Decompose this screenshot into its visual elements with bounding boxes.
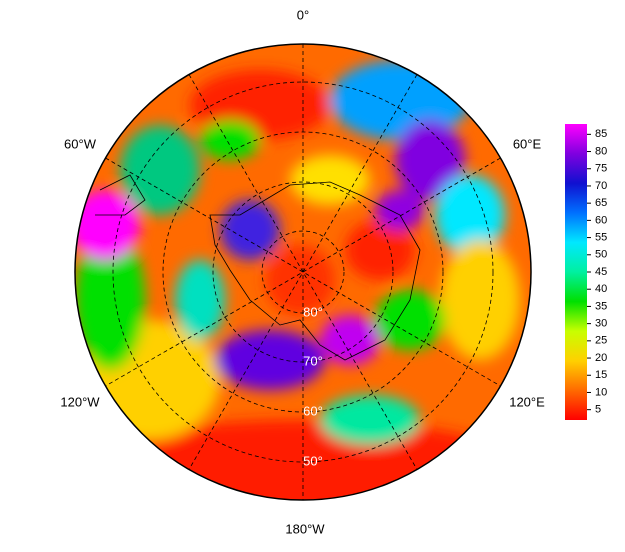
longitude-label: 120°W [60, 394, 100, 409]
latitude-label: 60° [303, 403, 323, 418]
colorbar-tick-label: 70 [595, 180, 607, 192]
colorbar-tick-label: 20 [595, 352, 607, 364]
colorbar-tick-label: 10 [595, 386, 607, 398]
colorbar-tick-label: 40 [595, 283, 607, 295]
colorbar-tick-label: 30 [595, 318, 607, 330]
latitude-label: 50° [303, 453, 323, 468]
colorbar [565, 124, 587, 420]
colorbar-tick-label: 5 [595, 404, 601, 416]
latitude-label: 70° [303, 353, 323, 368]
colorbar-tick-label: 15 [595, 369, 607, 381]
colorbar-tick-label: 75 [595, 163, 607, 175]
colorbar-tick-label: 80 [595, 145, 607, 157]
colorbar-tick-label: 55 [595, 231, 607, 243]
colorbar-tick-label: 25 [595, 335, 607, 347]
longitude-label: 60°W [64, 136, 97, 151]
colorbar-tick-label: 65 [595, 197, 607, 209]
longitude-label: 60°E [513, 136, 542, 151]
longitude-label: 0° [297, 7, 309, 22]
colorbar-tick-label: 35 [595, 300, 607, 312]
colorbar-tick-label: 45 [595, 266, 607, 278]
graticule [74, 43, 532, 501]
colorbar-tick-label: 60 [595, 214, 607, 226]
longitude-label: 120°E [509, 394, 545, 409]
colorbar-tick-label: 50 [595, 249, 607, 261]
colorbar-tick-label: 85 [595, 128, 607, 140]
longitude-label: 180°W [285, 521, 325, 536]
latitude-label: 80° [303, 304, 323, 319]
